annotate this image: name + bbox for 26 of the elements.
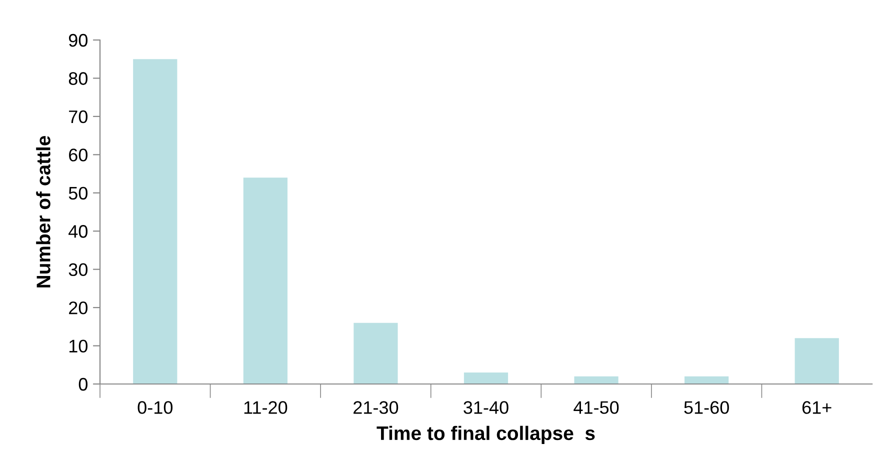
y-tick-label: 30 <box>68 263 88 276</box>
y-tick-label: 40 <box>68 225 88 238</box>
y-tick-label: 90 <box>68 34 88 47</box>
bar <box>464 372 508 384</box>
x-tick-label: 51-60 <box>684 401 729 414</box>
x-tick-label: 41-50 <box>574 401 619 414</box>
x-tick-label: 21-30 <box>354 401 398 414</box>
y-tick-label: 80 <box>68 72 88 85</box>
bar <box>684 376 729 384</box>
y-tick-label: 0 <box>78 378 88 391</box>
y-axis-title: Number of cattle <box>36 136 50 288</box>
x-axis-title: Time to final collapse s <box>376 426 595 444</box>
x-tick-label: 11-20 <box>244 401 288 414</box>
y-tick-label: 50 <box>68 186 88 200</box>
bar <box>243 178 288 384</box>
y-tick-label: 70 <box>69 110 88 124</box>
bar <box>133 59 178 384</box>
x-tick-label: 0-10 <box>138 401 173 414</box>
y-tick-label: 10 <box>69 340 88 352</box>
x-tick-label: 31-40 <box>464 401 508 414</box>
bar <box>354 322 398 384</box>
y-tick-label: 60 <box>69 148 88 162</box>
x-tick-label: 61+ <box>802 401 832 414</box>
y-tick-label: 20 <box>69 301 88 314</box>
bar <box>574 376 618 384</box>
bar <box>794 338 839 384</box>
